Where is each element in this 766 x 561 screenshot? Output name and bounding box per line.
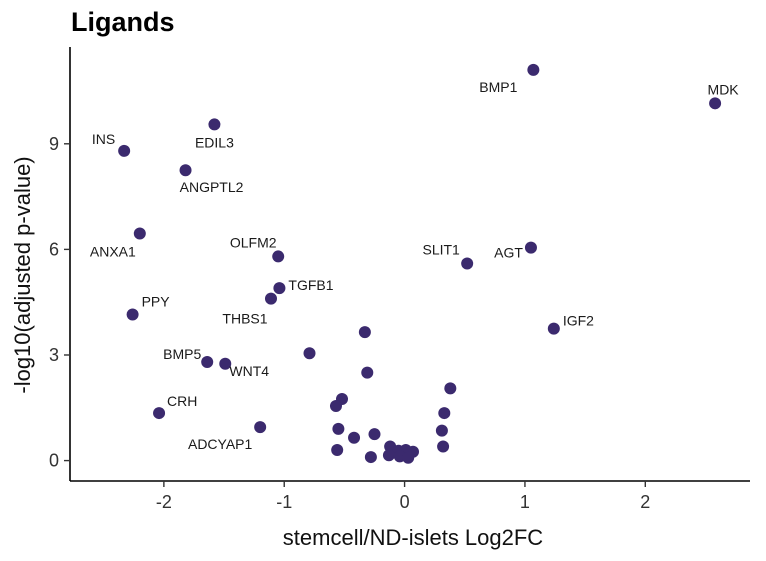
point-label-igf2: IGF2 [563,313,594,329]
data-point [438,407,451,420]
x-tick-label: -1 [276,492,292,512]
data-point-bmp1 [527,63,540,76]
point-label-olfm2: OLFM2 [230,234,277,250]
data-point-crh [153,407,166,420]
data-point-tgfb1 [273,282,286,295]
point-label-edil3: EDIL3 [195,134,234,150]
data-point-thbs1 [264,292,277,305]
data-point [361,366,374,379]
point-label-tgfb1: TGFB1 [288,277,333,293]
data-point [382,449,395,462]
y-tick-label: 9 [49,134,59,154]
data-point-ins [118,144,131,157]
data-point-mdk [709,97,722,110]
point-label-ppy: PPY [142,294,171,310]
data-point-wnt4 [219,357,232,370]
data-point-angptl2 [179,164,192,177]
data-point [444,382,457,395]
data-point [435,424,448,437]
point-label-ins: INS [92,131,115,147]
y-tick-label: 3 [49,345,59,365]
point-label-wnt4: WNT4 [229,363,269,379]
point-label-angptl2: ANGPTL2 [180,179,244,195]
point-label-mdk: MDK [708,81,740,97]
x-tick-label: -2 [156,492,172,512]
data-point-adcyap1 [254,421,267,434]
point-label-adcyap1: ADCYAP1 [188,436,253,452]
x-axis-title: stemcell/ND-islets Log2FC [283,525,544,550]
plot-area: BMP1 MDK INS EDIL3 ANGPTL2 ANXA1 OLFM2 SLIT1 AGT… [90,63,740,464]
data-point-agt [524,241,537,254]
data-point-olfm2 [272,250,285,263]
point-label-bmp5: BMP5 [163,346,201,362]
x-tick-label: 2 [640,492,650,512]
y-axis-title: -log10(adjusted p-value) [10,156,35,393]
data-point [331,444,344,457]
data-point-igf2 [547,322,560,335]
data-point [332,422,345,435]
point-label-bmp1: BMP1 [479,79,517,95]
y-axis-ticks: 0 3 6 9 [49,134,70,471]
x-axis-ticks: -2 -1 0 1 2 [156,481,650,512]
data-point-ppy [126,308,139,321]
x-tick-label: 1 [520,492,530,512]
x-tick-label: 0 [400,492,410,512]
data-point-slit1 [461,257,474,270]
y-tick-label: 6 [49,239,59,259]
point-label-slit1: SLIT1 [422,241,460,257]
data-point [348,431,361,444]
data-point [303,347,316,360]
data-point [364,451,377,464]
point-label-thbs1: THBS1 [222,311,267,327]
point-label-crh: CRH [167,393,197,409]
data-point-bmp5 [201,356,214,369]
data-point [329,400,342,413]
point-label-agt: AGT [494,245,523,261]
data-point [368,428,381,441]
data-point [437,440,450,453]
data-point-anxa1 [133,227,146,240]
point-label-anxa1: ANXA1 [90,244,136,260]
data-point [358,326,371,339]
data-point-edil3 [208,118,221,131]
y-tick-label: 0 [49,451,59,471]
data-point [402,451,415,464]
chart-title: Ligands [71,7,175,37]
